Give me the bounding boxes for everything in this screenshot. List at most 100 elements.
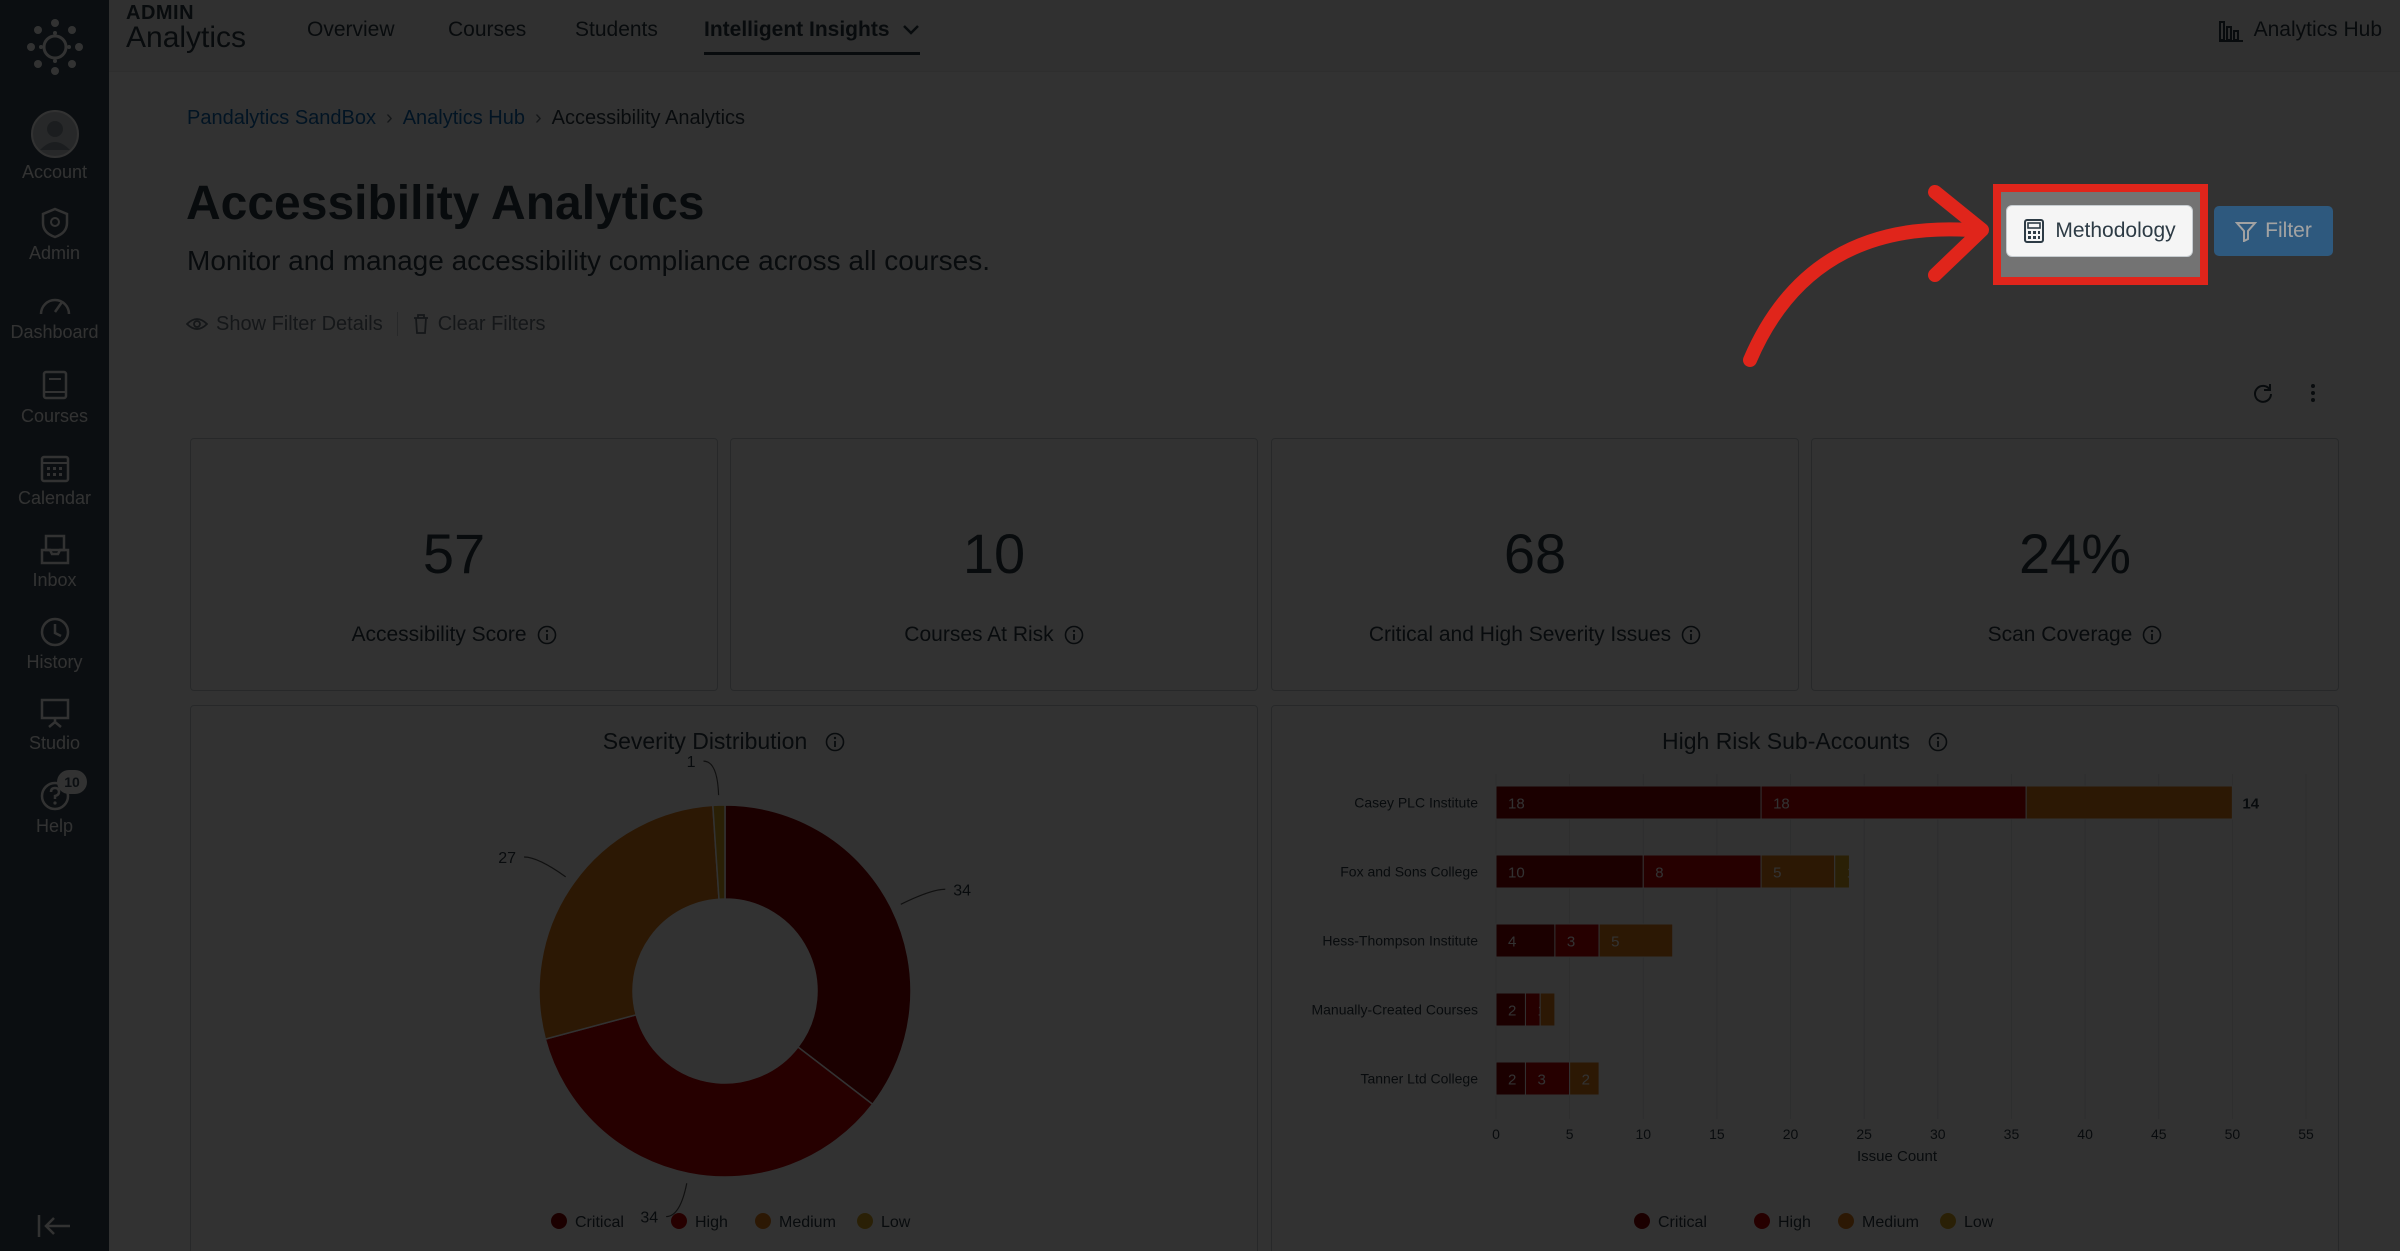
app-name: Analytics	[126, 21, 247, 54]
nav-history[interactable]: History	[0, 616, 109, 673]
nav-account[interactable]: Account	[0, 110, 109, 183]
nav-admin[interactable]: Admin	[0, 207, 109, 264]
bar-segment-label: 1	[1847, 865, 1855, 882]
tab-courses[interactable]: Courses	[448, 18, 527, 41]
nav-studio[interactable]: Studio	[0, 697, 109, 754]
slice-leader-line	[703, 760, 720, 796]
bar-segment-high	[1524, 1061, 1571, 1096]
calculator-icon	[2024, 219, 2045, 243]
nav-courses[interactable]: Courses	[0, 370, 109, 427]
legend-swatch-medium	[755, 1213, 771, 1229]
x-tick-label: 45	[2151, 1126, 2167, 1142]
analytics-hub-link[interactable]: Analytics Hub	[2218, 18, 2382, 42]
nav-help[interactable]: Help	[0, 780, 109, 837]
top-bar: ADMIN Analytics Overview Courses Student…	[109, 0, 2400, 72]
filter-button[interactable]: Filter	[2214, 206, 2333, 256]
legend-label-medium: Medium	[779, 1214, 836, 1231]
nav-admin-label: Admin	[28, 243, 81, 263]
x-tick-label: 35	[2004, 1126, 2020, 1142]
page-subtitle: Monitor and manage accessibility complia…	[187, 245, 991, 276]
bar-segment-label: 2	[1582, 1072, 1590, 1089]
kpi-value: 57	[422, 522, 486, 585]
breadcrumb-item-sandbox[interactable]: Pandalytics SandBox	[187, 107, 377, 129]
nav-inbox[interactable]: Inbox	[0, 534, 109, 591]
page-title: Accessibility Analytics	[186, 177, 705, 230]
divider	[396, 312, 398, 336]
slice-leader-line	[524, 856, 567, 878]
more-options-icon[interactable]	[2308, 382, 2318, 404]
app-brand[interactable]: ADMIN Analytics	[126, 2, 246, 55]
legend-label-high: High	[1778, 1214, 1811, 1231]
category-label: Manually-Created Courses	[1311, 1002, 1478, 1018]
tab-overview[interactable]: Overview	[307, 18, 395, 41]
bar-segment-medium	[2025, 785, 2233, 820]
refresh-icon[interactable]	[2252, 382, 2274, 404]
tab-students[interactable]: Students	[575, 18, 658, 41]
x-tick-label: 40	[2077, 1126, 2093, 1142]
chevron-right-icon: ›	[386, 107, 393, 129]
donut-slice-critical	[724, 804, 912, 1106]
slice-value-label: 34	[640, 1210, 658, 1227]
bar-segment-label: 18	[1508, 796, 1525, 813]
clock-icon	[40, 617, 69, 647]
kpi-label: Accessibility Score	[191, 623, 717, 647]
bar-segment-label: 8	[1655, 865, 1663, 882]
show-filter-details-label: Show Filter Details	[216, 312, 383, 335]
clear-filters-button[interactable]: Clear Filters	[412, 313, 546, 336]
info-icon[interactable]	[1681, 625, 1701, 645]
legend-swatch-critical	[551, 1213, 567, 1229]
bar-segment-high	[1760, 785, 2027, 820]
nav-calendar-label: Calendar	[17, 488, 92, 508]
bar-segment-label: 2	[1508, 1072, 1516, 1089]
bar-segment-label: 18	[1773, 796, 1790, 813]
collapse-nav-icon[interactable]	[36, 1213, 72, 1239]
legend-label-low: Low	[1964, 1214, 1994, 1231]
bar-segment-label: 5	[1611, 934, 1619, 951]
kpi-label-text: Critical and High Severity Issues	[1368, 623, 1672, 646]
severity-distribution-card: Severity Distribution 34 34 27 1 Critical Hig…	[190, 705, 1258, 1251]
tab-intelligent-insights[interactable]: Intelligent Insights	[704, 18, 920, 55]
legend-swatch-high	[1754, 1213, 1770, 1229]
info-icon[interactable]	[2142, 625, 2162, 645]
bar-segment-label: 3	[1537, 1072, 1545, 1089]
x-tick-label: 15	[1709, 1126, 1725, 1142]
kpi-label-text: Courses At Risk	[904, 623, 1054, 646]
methodology-button[interactable]: Methodology	[2006, 205, 2193, 257]
chevron-right-icon: ›	[534, 107, 542, 129]
nav-calendar[interactable]: Calendar	[0, 452, 109, 509]
info-icon[interactable]	[1064, 625, 1084, 645]
kpi-value: 10	[962, 522, 1026, 585]
kpi-card-critical-high-issues: 68 Critical and High Severity Issues	[1271, 438, 1799, 691]
bar-segment-label: 5	[1773, 865, 1781, 882]
x-tick-label: 0	[1492, 1126, 1500, 1142]
legend-swatch-high	[671, 1213, 687, 1229]
bar-segment-label: 3	[1567, 934, 1575, 951]
kpi-label-text: Accessibility Score	[351, 623, 527, 646]
nav-dashboard[interactable]: Dashboard	[0, 290, 109, 343]
canvas-logo-icon[interactable]	[26, 18, 84, 76]
nav-inbox-label: Inbox	[32, 570, 77, 590]
breadcrumb-item-analytics-hub[interactable]: Analytics Hub	[402, 107, 525, 129]
eye-icon	[186, 318, 208, 330]
x-tick-label: 55	[2298, 1126, 2314, 1142]
x-tick-label: 50	[2225, 1126, 2241, 1142]
info-icon[interactable]	[537, 625, 557, 645]
legend-label-medium: Medium	[1862, 1214, 1919, 1231]
slice-value-label: 1	[687, 754, 696, 771]
legend-label-low: Low	[881, 1214, 911, 1231]
nav-history-label: History	[26, 652, 83, 672]
x-tick-label: 25	[1856, 1126, 1872, 1142]
slice-value-label: 27	[498, 850, 516, 867]
clear-filters-label: Clear Filters	[437, 312, 546, 335]
x-tick-label: 30	[1930, 1126, 1946, 1142]
kpi-label: Critical and High Severity Issues	[1272, 623, 1798, 647]
slice-leader-line	[900, 888, 946, 905]
legend-label-critical: Critical	[1658, 1214, 1707, 1231]
high-risk-subaccounts-card: High Risk Sub-Accounts 0 5 10 15 20 25 30 35 40 4…	[1271, 705, 2339, 1251]
kpi-label-text: Scan Coverage	[1987, 623, 2133, 646]
show-filter-details-button[interactable]: Show Filter Details	[186, 313, 383, 336]
inbox-icon	[40, 534, 69, 565]
bar-segment-label: 14	[2242, 796, 2259, 813]
category-label: Tanner Ltd College	[1360, 1071, 1478, 1087]
